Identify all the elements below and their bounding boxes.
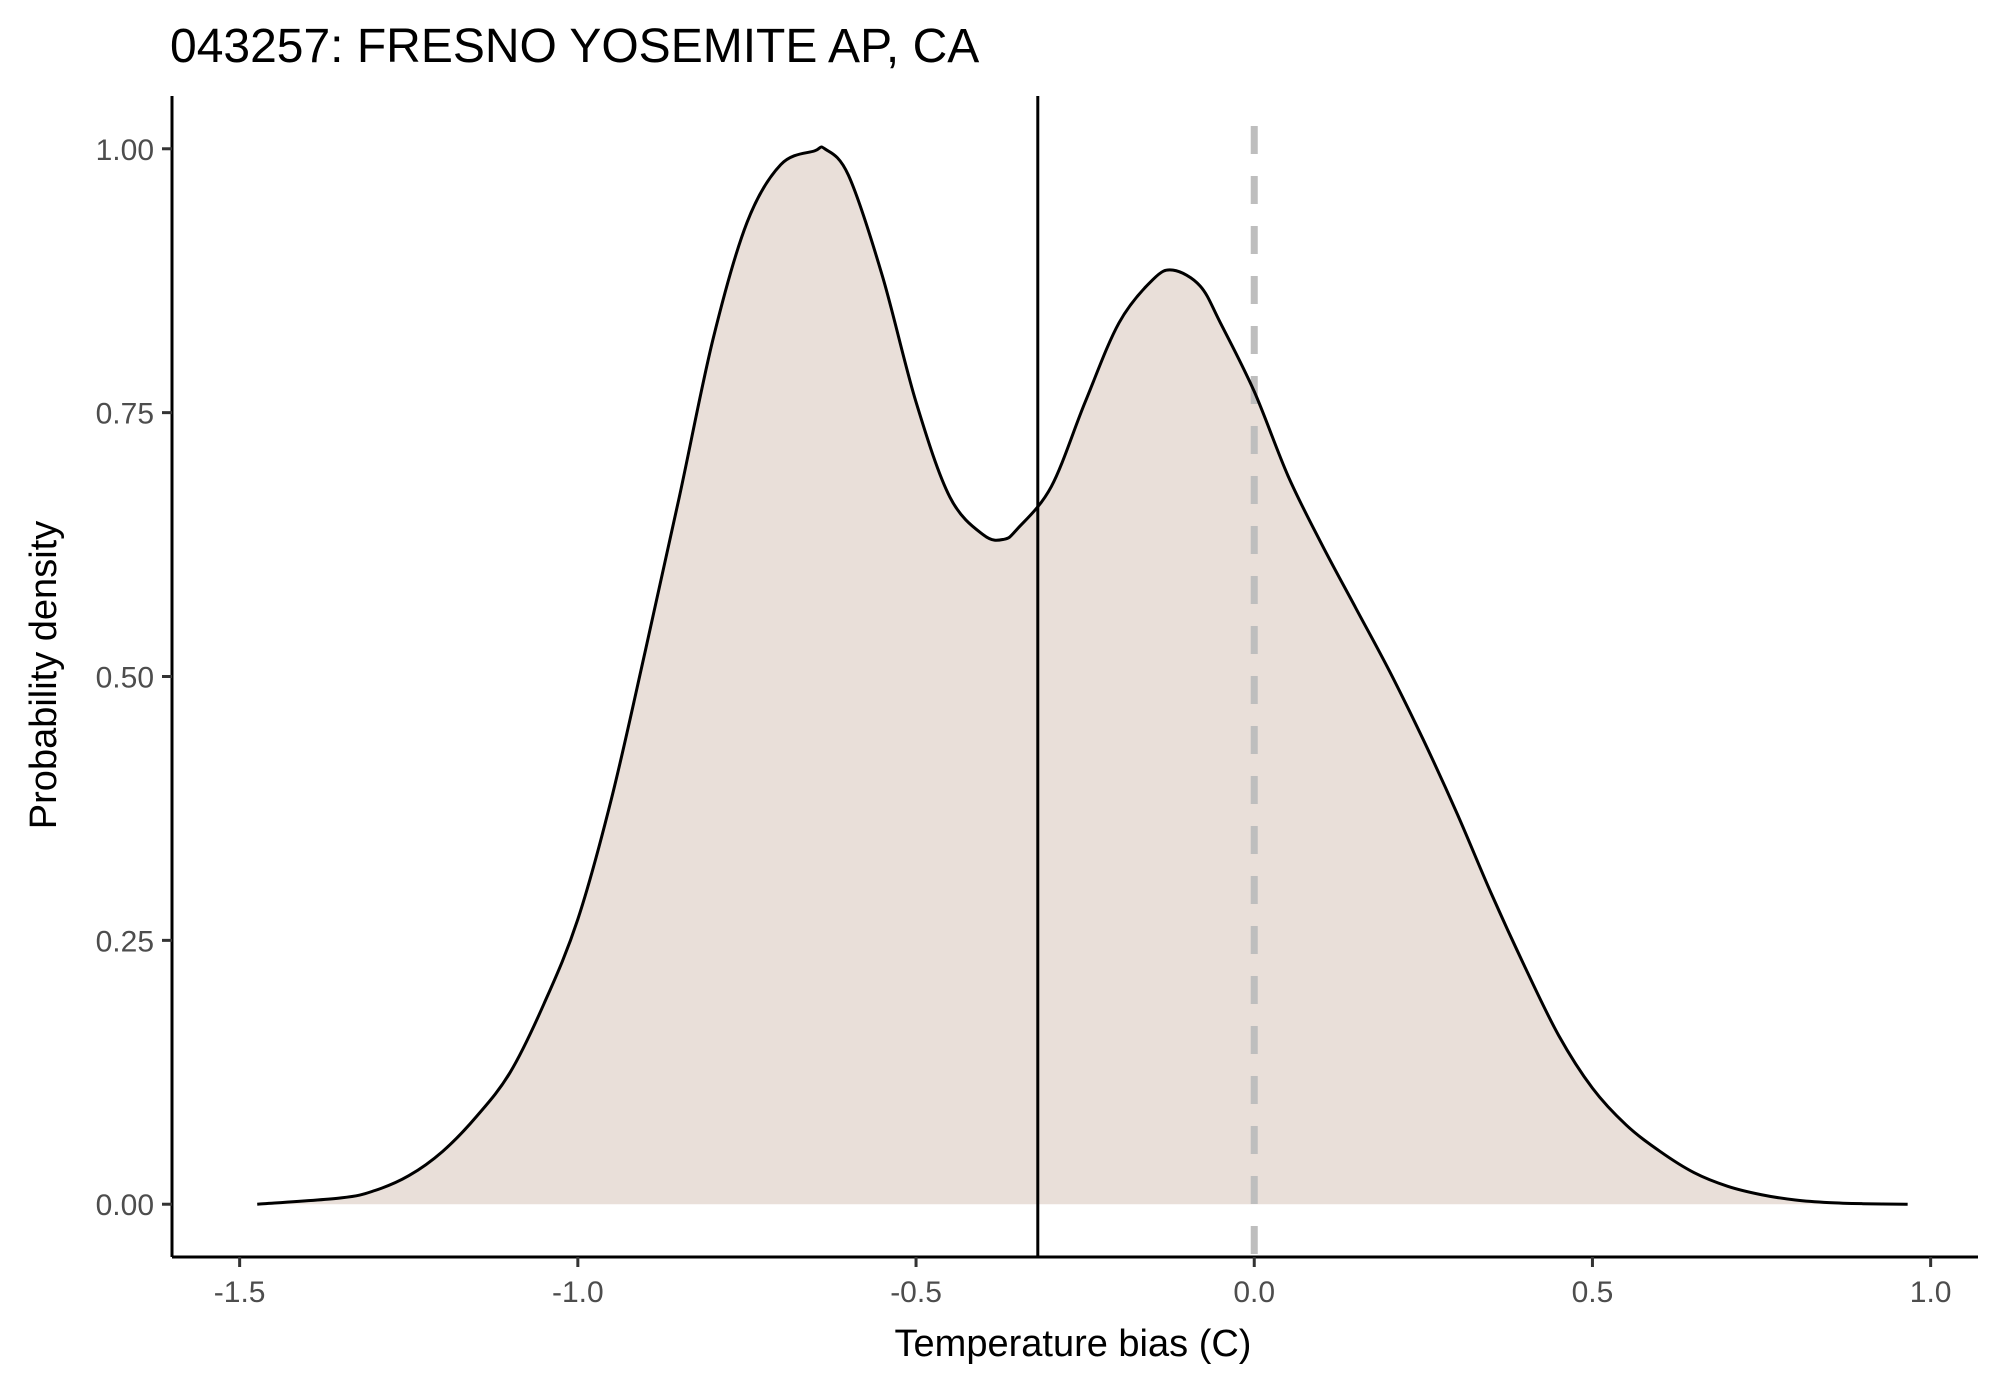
y-tick-label: 1.00 bbox=[96, 134, 154, 167]
y-tick-label: 0.00 bbox=[96, 1189, 154, 1222]
x-axis-title: Temperature bias (C) bbox=[895, 1323, 1252, 1365]
plot-area bbox=[257, 96, 1908, 1257]
y-axis-ticks: 0.00 0.25 0.50 0.75 1.00 bbox=[96, 134, 172, 1222]
density-curve bbox=[257, 145, 1908, 1206]
x-tick-label: -0.5 bbox=[890, 1276, 942, 1309]
x-tick-label: 0.5 bbox=[1572, 1276, 1614, 1309]
chart-title: 043257: FRESNO YOSEMITE AP, CA bbox=[170, 20, 979, 73]
density-area bbox=[257, 146, 1908, 1205]
y-axis-title: Probability density bbox=[23, 521, 65, 829]
x-tick-label: 1.0 bbox=[1910, 1276, 1952, 1309]
x-tick-label: -1.5 bbox=[214, 1276, 266, 1309]
x-axis-ticks: -1.5 -1.0 -0.5 0.0 0.5 1.0 bbox=[214, 1257, 1952, 1309]
x-tick-label: -1.0 bbox=[552, 1276, 604, 1309]
y-tick-label: 0.75 bbox=[96, 398, 154, 431]
x-tick-label: 0.0 bbox=[1233, 1276, 1275, 1309]
y-tick-label: 0.50 bbox=[96, 662, 154, 695]
y-tick-label: 0.25 bbox=[96, 925, 154, 958]
